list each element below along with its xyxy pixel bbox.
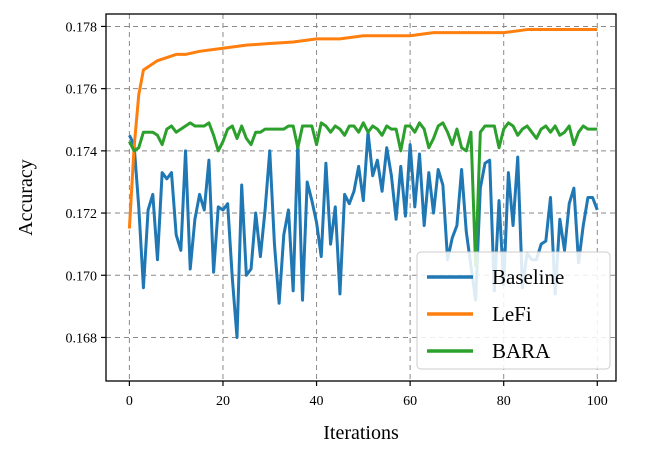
x-tick-label: 20 — [216, 394, 230, 409]
x-tick-label: 60 — [403, 394, 417, 409]
y-axis: 0.168 0.170 0.172 0.174 0.176 0.178 — [66, 20, 106, 346]
x-tick-label: 40 — [310, 394, 324, 409]
legend-label-baseline: Baseline — [492, 265, 564, 289]
legend: Baseline LeFi BARA — [416, 251, 611, 370]
legend-label-lefi: LeFi — [492, 302, 532, 326]
x-axis-title: Iterations — [323, 422, 399, 444]
y-tick-label: 0.176 — [66, 83, 98, 98]
y-tick-label: 0.178 — [66, 20, 98, 35]
y-tick-label: 0.172 — [66, 207, 98, 222]
x-tick-label: 0 — [126, 394, 133, 409]
x-tick-label: 80 — [497, 394, 511, 409]
y-tick-label: 0.168 — [66, 331, 98, 346]
y-tick-label: 0.170 — [66, 269, 98, 284]
series-line-lefi — [127, 28, 598, 229]
series-line-bara — [128, 121, 598, 268]
y-tick-label: 0.174 — [66, 145, 98, 160]
series-line-baseline — [128, 130, 599, 339]
x-tick-label: 100 — [587, 394, 608, 409]
y-axis-title: Accuracy — [15, 159, 37, 236]
legend-label-bara: BARA — [492, 339, 551, 363]
plot-frame — [105, 13, 617, 382]
grid — [106, 14, 616, 381]
series-lines — [127, 28, 599, 339]
x-axis: 0 20 40 60 80 100 — [126, 381, 608, 409]
legend-box — [416, 251, 611, 370]
